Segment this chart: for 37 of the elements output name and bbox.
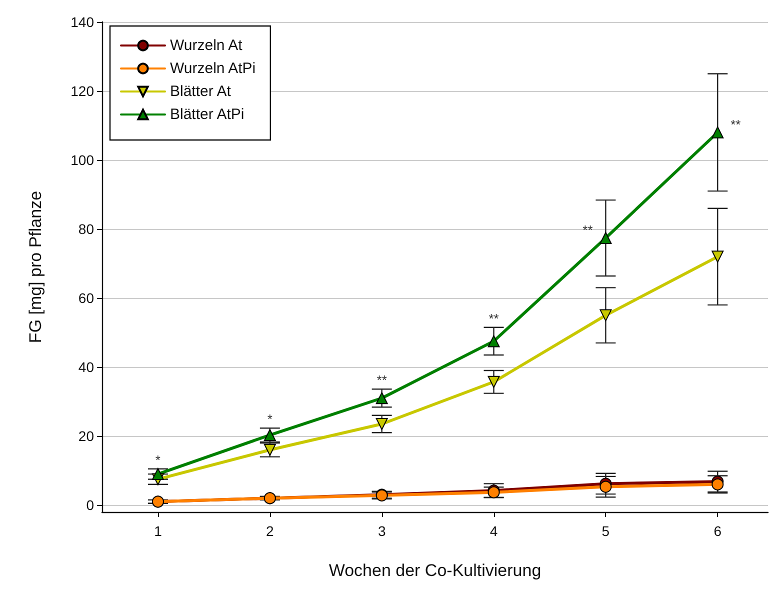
annotation: ** xyxy=(376,372,387,388)
y-tick-label: 20 xyxy=(78,428,94,444)
point xyxy=(600,309,612,322)
x-tick-label: 1 xyxy=(154,523,162,539)
x-tick-label: 5 xyxy=(602,523,610,539)
point xyxy=(712,478,724,490)
annotation: * xyxy=(155,452,160,468)
y-tick-label: 80 xyxy=(78,221,94,238)
point xyxy=(376,418,388,430)
x-tick-label: 2 xyxy=(266,523,274,539)
legend-label: Wurzeln At xyxy=(170,37,244,54)
y-tick-label: 140 xyxy=(70,14,94,30)
y-tick-label: 40 xyxy=(78,359,94,376)
annotation: ** xyxy=(488,310,499,326)
x-axis-title: Wochen der Co-Kultivierung xyxy=(328,561,542,580)
point xyxy=(152,468,164,480)
point xyxy=(600,480,612,493)
legend-label: Blätter At xyxy=(170,83,232,100)
annotation: ** xyxy=(730,116,741,132)
point xyxy=(488,376,500,388)
x-tick-label: 4 xyxy=(490,523,498,539)
point xyxy=(488,335,500,348)
y-tick-label: 100 xyxy=(70,152,94,168)
y-tick-label: 120 xyxy=(70,83,94,100)
x-tick-label: 6 xyxy=(714,523,722,539)
annotation: ** xyxy=(582,222,593,238)
x-tick-label: 3 xyxy=(378,523,386,539)
legend-label: Wurzeln AtPi xyxy=(170,60,256,77)
legend-label: Blätter AtPi xyxy=(170,106,244,123)
y-tick-label: 0 xyxy=(86,497,94,514)
point xyxy=(376,392,388,404)
point xyxy=(600,232,612,244)
annotation: * xyxy=(267,412,272,427)
y-axis-title: FG [mg] pro Pflanze xyxy=(26,190,45,344)
y-tick-label: 60 xyxy=(78,290,94,306)
point xyxy=(712,250,724,263)
point xyxy=(712,126,724,138)
